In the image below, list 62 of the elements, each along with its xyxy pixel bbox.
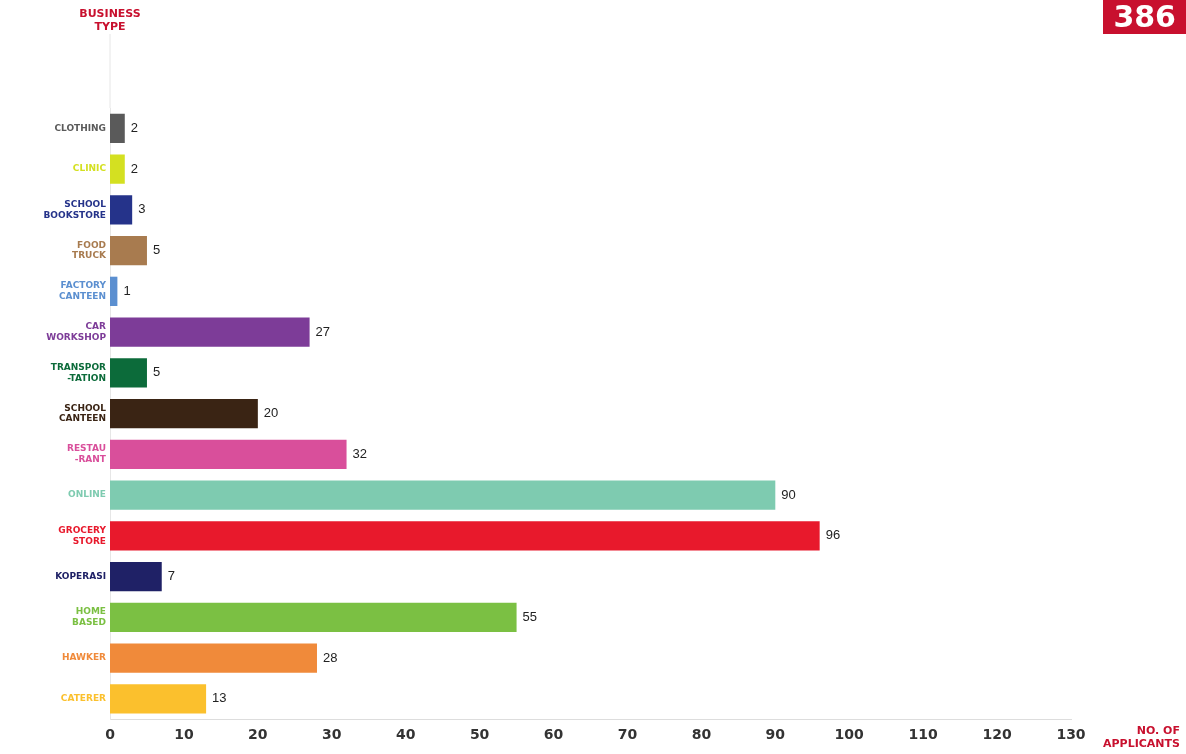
bar xyxy=(110,684,207,714)
data-label: 2 xyxy=(130,160,139,176)
x-tick-label: 70 xyxy=(617,726,638,743)
data-label: 2 xyxy=(130,119,139,135)
bar xyxy=(110,561,162,592)
y-tick-label: FACTORY CANTEEN xyxy=(58,280,107,302)
x-tick-label: 10 xyxy=(174,726,194,743)
x-tick-label: 20 xyxy=(248,726,268,743)
y-tick-label: HOME BASED xyxy=(72,606,106,628)
x-tick-label: 0 xyxy=(105,726,116,743)
y-tick-label: CATERER xyxy=(60,693,107,704)
data-label: 96 xyxy=(825,527,841,543)
y-tick-label: ONLINE xyxy=(68,489,106,500)
bar xyxy=(110,521,820,551)
x-tick-label: 110 xyxy=(908,726,939,743)
y-tick-label: CLINIC xyxy=(72,163,107,174)
x-tick-label: 50 xyxy=(469,726,490,743)
bar xyxy=(110,398,258,429)
text: BUSINESS TYPE xyxy=(79,6,141,33)
data-label: 28 xyxy=(322,649,338,665)
bar xyxy=(110,358,147,388)
x-tick-label: 130 xyxy=(1056,726,1086,743)
bar xyxy=(110,643,317,673)
x-tick-label: 80 xyxy=(691,726,712,743)
bar xyxy=(110,439,347,470)
bar xyxy=(110,317,310,347)
y-tick-label: FOOD TRUCK xyxy=(72,239,108,261)
y-tick-label: SCHOOL BOOKSTORE xyxy=(43,198,107,220)
y-tick-label: RESTAU -RANT xyxy=(67,443,107,465)
y-tick-label: HAWKER xyxy=(61,652,107,663)
data-label: 55 xyxy=(522,608,538,624)
bar xyxy=(110,602,517,632)
y-tick-label: CAR WORKSHOP xyxy=(46,321,107,342)
y-tick-label: GROCERY STORE xyxy=(58,524,107,546)
data-label: 90 xyxy=(781,486,796,502)
data-label: 3 xyxy=(138,201,146,217)
x-tick-label: 40 xyxy=(395,726,416,743)
data-label: 27 xyxy=(315,323,331,339)
data-label: 5 xyxy=(152,364,161,380)
y-tick-label: TRANSPOR -TATION xyxy=(50,361,107,383)
bar xyxy=(110,113,125,144)
y-tick-label: SCHOOL CANTEEN xyxy=(58,402,107,424)
data-label: 7 xyxy=(167,568,175,584)
bar xyxy=(110,154,125,184)
data-label: 13 xyxy=(212,690,227,706)
bar xyxy=(110,195,133,225)
bar xyxy=(110,276,118,307)
data-label: 32 xyxy=(352,445,368,461)
data-label: 20 xyxy=(263,405,279,421)
x-tick-label: 100 xyxy=(834,726,865,743)
x-tick-label: 90 xyxy=(765,726,786,743)
x-tick-label: 120 xyxy=(982,726,1012,743)
text: 386 xyxy=(1103,0,1186,34)
bar xyxy=(110,480,776,510)
data-label: 1 xyxy=(123,282,131,298)
y-tick-label: KOPERASI xyxy=(55,570,106,581)
data-label: 5 xyxy=(152,242,161,258)
x-tick-label: 60 xyxy=(543,726,564,743)
y-tick-label: CLOTHING xyxy=(54,122,106,133)
bar xyxy=(110,235,147,266)
x-axis-title: NO. OF APPLICANTS xyxy=(1103,724,1181,751)
x-tick-label: 30 xyxy=(322,726,342,743)
